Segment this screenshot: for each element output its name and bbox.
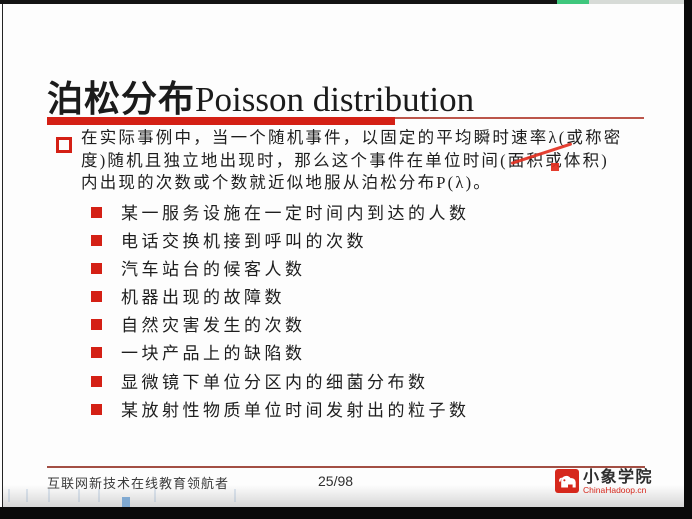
list-item: 汽车站台的候客人数: [91, 258, 470, 286]
title-underline-thick: [47, 117, 395, 125]
list-item: 一块产品上的缺陷数: [91, 342, 470, 370]
scrubber-tick: [234, 489, 236, 502]
square-bullet-icon: [91, 207, 102, 218]
progress-played-segment[interactable]: [0, 0, 557, 4]
scrubber-tick: [78, 489, 80, 502]
list-item-text: 某放射性物质单位时间发射出的粒子数: [121, 400, 470, 420]
scrubber-marker[interactable]: [122, 497, 130, 507]
logo-name: 小象学院: [583, 469, 654, 486]
list-item: 某一服务设施在一定时间内到达的人数: [91, 202, 470, 230]
letterbox-right-bar: [684, 0, 692, 519]
slide-title-chinese: 泊松分布: [47, 79, 196, 119]
progress-green-segment[interactable]: [557, 0, 589, 4]
paragraph-line: 在实际事例中，当一个随机事件，以固定的平均瞬时速率λ(或称密: [81, 128, 623, 147]
page-number: 25/98: [318, 473, 354, 489]
paragraph-line: 度)随机且独立地出现时，那么这个事件在单位时间(面积或体积): [81, 150, 609, 170]
list-item-text: 一块产品上的缺陷数: [121, 344, 306, 364]
letterbox-bottom-bar: [0, 507, 692, 519]
chinahadoop-logo: 小象学院 ChinaHadoop.cn: [555, 469, 653, 495]
scrubber-tick: [8, 489, 10, 502]
list-item: 自然灾害发生的次数: [91, 314, 470, 342]
slide-canvas: 泊松分布Poisson distribution 在实际事例中，当一个随机事件，…: [3, 4, 684, 507]
examples-list: 某一服务设施在一定时间内到达的人数 电话交换机接到呼叫的次数 汽车站台的候客人数…: [91, 202, 470, 427]
slide-title: 泊松分布Poisson distribution: [47, 70, 474, 122]
list-item: 机器出现的故障数: [91, 286, 470, 314]
list-item: 电话交换机接到呼叫的次数: [91, 230, 470, 258]
list-item-text: 电话交换机接到呼叫的次数: [121, 232, 367, 252]
bottom-gradient-overlay: [3, 485, 684, 507]
paragraph-line: 内出现的次数或个数就近似地服从泊松分布P(λ)。: [81, 173, 492, 193]
footer-tagline: 互联网新技术在线教育领航者: [47, 476, 230, 491]
title-underline-thin: [395, 117, 644, 119]
list-item-text: 显微镜下单位分区内的细菌分布数: [121, 372, 429, 392]
elephant-logo-icon: [555, 469, 579, 493]
scrubber-tick: [48, 489, 50, 502]
square-bullet-icon: [91, 375, 102, 387]
square-bullet-icon: [91, 403, 102, 415]
scrubber-tick: [154, 489, 156, 502]
square-bullet-icon: [91, 263, 102, 275]
logo-domain: ChinaHadoop.cn: [583, 485, 647, 495]
square-bullet-icon: [91, 235, 102, 247]
progress-remaining-segment[interactable]: [589, 0, 684, 4]
list-item-text: 某一服务设施在一定时间内到达的人数: [121, 204, 470, 223]
footer-divider: [47, 466, 645, 468]
list-item-text: 自然灾害发生的次数: [121, 316, 306, 336]
square-bullet-icon: [91, 319, 102, 331]
hollow-square-bullet-icon: [56, 137, 72, 153]
red-pen-dot-annotation: [551, 163, 559, 171]
logo-text-block: 小象学院 ChinaHadoop.cn: [583, 469, 653, 495]
video-progress-bar[interactable]: [0, 0, 692, 4]
list-item: 某放射性物质单位时间发射出的粒子数: [91, 399, 470, 427]
intro-paragraph: 在实际事例中，当一个随机事件，以固定的平均瞬时速率λ(或称密 度)随机且独立地出…: [81, 127, 623, 195]
slide-title-english: Poisson distribution: [195, 80, 475, 119]
square-bullet-icon: [91, 347, 102, 359]
list-item-text: 汽车站台的候客人数: [121, 260, 306, 280]
slide-left-border: [2, 4, 3, 507]
square-bullet-icon: [91, 291, 102, 303]
list-item-text: 机器出现的故障数: [121, 288, 285, 308]
scrubber-tick: [26, 489, 28, 502]
list-item: 显微镜下单位分区内的细菌分布数: [91, 371, 470, 399]
scrubber-tick: [98, 489, 100, 502]
